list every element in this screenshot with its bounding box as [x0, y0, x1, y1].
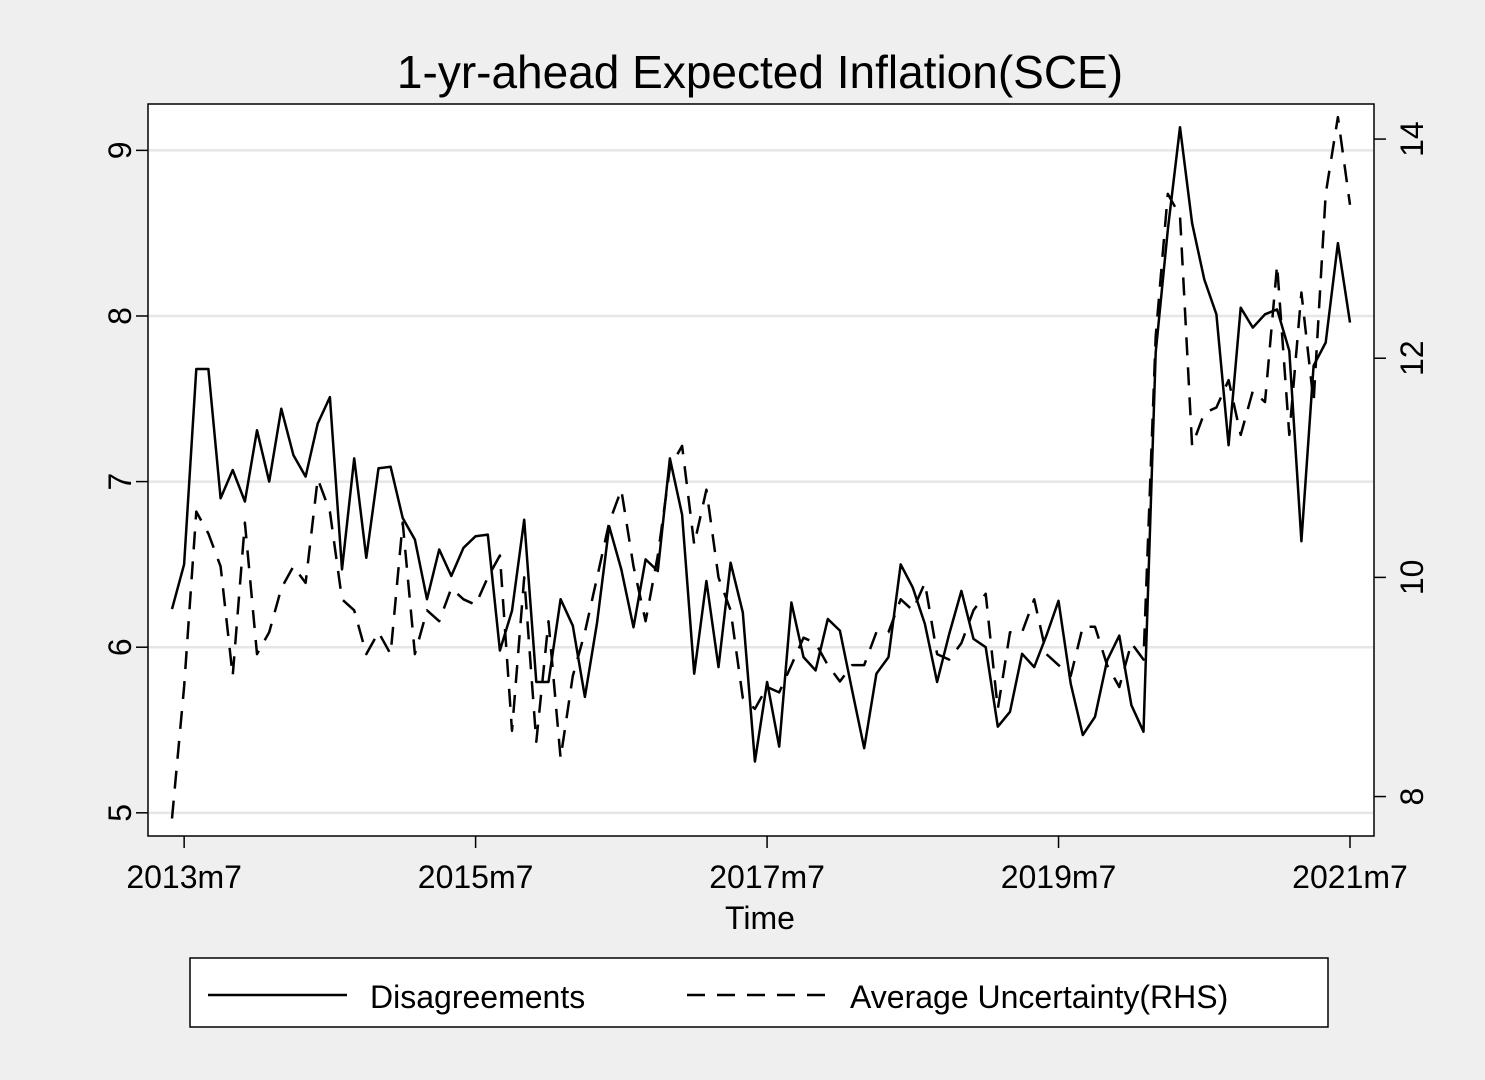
axes: 5 6 7 8 9 8 10 12 14 2013m7 2015m7 2017m7 2019m7 2021…	[102, 121, 1430, 895]
legend-label-disagreements: Disagreements	[370, 979, 585, 1015]
y-left-tick-label: 9	[102, 141, 138, 159]
x-tick-label: 2021m7	[1292, 859, 1408, 895]
legend: Disagreements Average Uncertainty(RHS)	[189, 957, 1329, 1028]
x-axis-title: Time	[725, 900, 795, 936]
legend-label-average-uncertainty: Average Uncertainty(RHS)	[850, 979, 1228, 1015]
series-lines	[170, 115, 1352, 819]
y-right-tick-label: 10	[1394, 560, 1430, 596]
series-line-average-uncertainty	[170, 115, 1352, 819]
y-left-tick-label: 5	[102, 804, 138, 822]
chart-title: 1-yr-ahead Expected Inflation(SCE)	[397, 46, 1123, 98]
y-right-tick-label: 12	[1394, 340, 1430, 376]
y-left-tick-label: 7	[102, 473, 138, 491]
y-left-tick-label: 8	[102, 307, 138, 325]
legend-box	[189, 957, 1329, 1028]
x-tick-label: 2019m7	[1001, 859, 1117, 895]
y-right-tick-label: 8	[1394, 788, 1430, 806]
x-tick-label: 2013m7	[126, 859, 242, 895]
grid-lines	[149, 149, 1373, 815]
y-right-tick-label: 14	[1394, 121, 1430, 157]
x-tick-label: 2015m7	[418, 859, 534, 895]
series-line-disagreements	[170, 125, 1352, 763]
x-tick-label: 2017m7	[709, 859, 825, 895]
y-left-tick-label: 6	[102, 638, 138, 656]
